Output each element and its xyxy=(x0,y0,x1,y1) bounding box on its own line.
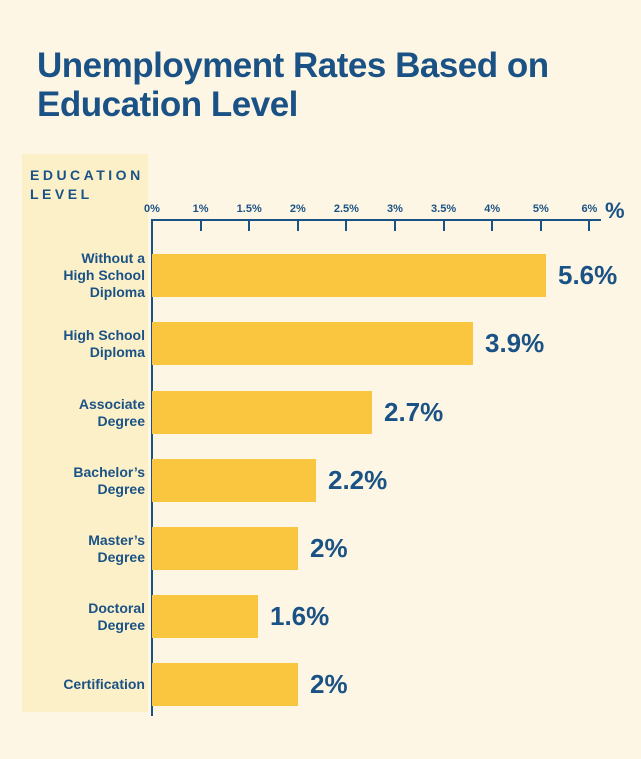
x-tick-label: 2.5% xyxy=(333,203,359,215)
category-label: High School Diploma xyxy=(63,326,145,360)
x-tick-label: 6% xyxy=(581,203,598,215)
x-tick-label: 1.5% xyxy=(236,203,262,215)
value-label: 2.2% xyxy=(328,465,388,495)
category-label: Bachelor’s Degree xyxy=(73,463,145,497)
chart-row: Master’s Degree 2% xyxy=(0,527,641,570)
value-label: 2% xyxy=(310,533,348,563)
page-title: Unemployment Rates Based on Education Le… xyxy=(37,46,549,124)
x-tick-mark xyxy=(296,221,299,231)
bar xyxy=(152,595,258,638)
chart-row: Associate Degree 2.7% xyxy=(0,391,641,434)
x-axis-line xyxy=(152,219,601,221)
x-tick-label: 3.5% xyxy=(431,203,457,215)
chart-row: Bachelor’s Degree 2.2% xyxy=(0,459,641,502)
value-label: 2.7% xyxy=(384,397,444,427)
bar xyxy=(152,391,372,434)
bar xyxy=(152,663,298,706)
x-tick-mark xyxy=(588,221,591,231)
x-tick-mark xyxy=(199,221,202,231)
x-tick-label: 3% xyxy=(387,203,403,215)
value-label: 5.6% xyxy=(558,260,618,290)
x-tick-mark xyxy=(491,221,494,231)
x-tick-mark xyxy=(394,221,396,231)
x-tick-mark xyxy=(248,221,251,231)
education-level-panel: EDUCATION LEVEL xyxy=(22,154,148,712)
chart-row: Without a High School Diploma 5.6% xyxy=(0,250,641,300)
x-tick-label: 5% xyxy=(532,203,549,215)
category-label: Doctoral Degree xyxy=(88,599,145,633)
x-tick-label: 2% xyxy=(289,203,306,215)
value-label: 1.6% xyxy=(270,601,330,631)
chart-row: High School Diploma 3.9% xyxy=(0,322,641,365)
x-tick-mark xyxy=(345,221,348,231)
category-label: Certification xyxy=(63,676,145,692)
category-label: Master’s Degree xyxy=(88,531,145,565)
bar xyxy=(152,527,298,570)
chart-row: Certification 2% xyxy=(0,663,641,706)
x-tick-label: 1% xyxy=(192,203,209,215)
panel-heading: EDUCATION LEVEL xyxy=(30,167,144,202)
x-axis-unit-label: % xyxy=(605,198,625,223)
value-label: 2% xyxy=(310,669,348,699)
x-tick-mark xyxy=(539,221,542,231)
x-tick-label: 0% xyxy=(144,203,160,215)
category-label: Without a High School Diploma xyxy=(63,250,145,300)
value-label: 3.9% xyxy=(485,328,545,358)
bar xyxy=(152,322,473,365)
bar xyxy=(152,254,546,297)
x-tick-mark xyxy=(442,221,445,231)
x-tick-label: 4% xyxy=(484,203,501,215)
category-label: Associate Degree xyxy=(78,395,145,429)
bar xyxy=(152,459,316,502)
chart-row: Doctoral Degree 1.6% xyxy=(0,595,641,638)
